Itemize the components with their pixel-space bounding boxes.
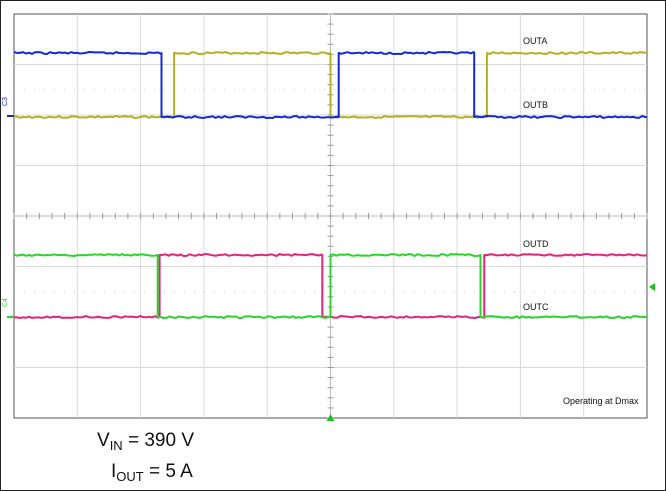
caption-iout-value: = 5 A <box>143 461 193 482</box>
series-outa-trace <box>13 51 648 119</box>
series-outc-label: OUTC <box>523 302 549 312</box>
caption-iout-subscript: OUT <box>116 469 144 484</box>
caption-vin: VIN = 390 V <box>97 430 194 453</box>
caption-iout-symbol: I <box>111 461 117 482</box>
annotation-operating-dmax: Operating at Dmax <box>563 396 639 406</box>
series-outa-label: OUTA <box>523 36 547 46</box>
caption-vin-subscript: IN <box>109 438 123 453</box>
series-outd-label: OUTD <box>523 239 549 249</box>
series-outb-trace <box>13 51 648 119</box>
caption-vin-symbol: V <box>97 430 110 451</box>
channel-marker-c4: C4 <box>2 298 9 307</box>
channel-marker-c3: C3 <box>2 97 9 106</box>
trigger-level-marker <box>649 283 655 291</box>
caption-iout: IOUT = 5 A <box>111 461 193 484</box>
series-outb-label: OUTB <box>523 100 548 110</box>
trigger-position-marker <box>326 414 335 421</box>
caption-vin-value: = 390 V <box>122 430 194 451</box>
series-outc-trace <box>13 253 647 319</box>
